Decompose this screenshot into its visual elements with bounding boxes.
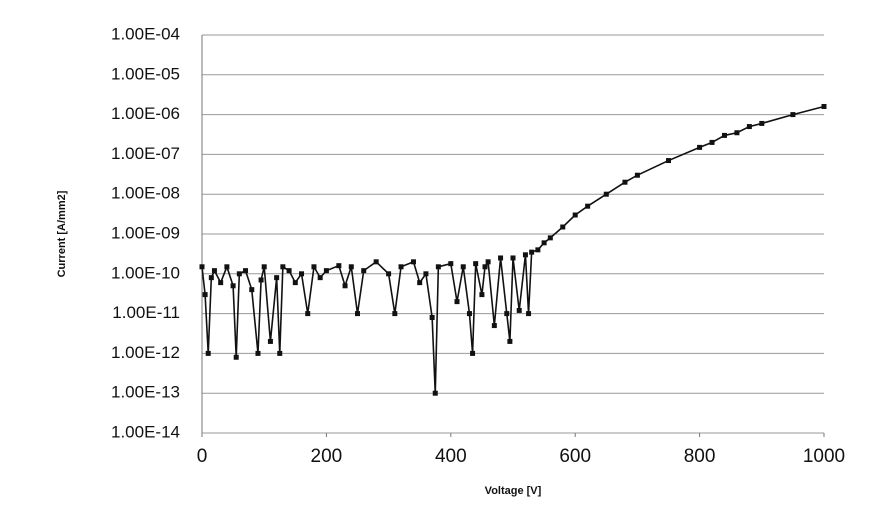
data-point [734,130,740,136]
y-tick-label: 1.00E-10 [111,263,180,282]
data-point [258,277,264,283]
y-tick-label: 1.00E-14 [111,422,180,441]
data-point [230,283,236,289]
data-point [435,264,441,270]
data-point [666,158,671,164]
data-point [224,264,230,270]
x-tick-label: 1000 [803,446,845,467]
x-tick-label: 200 [311,446,343,467]
data-point [299,271,305,277]
x-axis-label: Voltage [V] [485,485,542,497]
data-point [498,255,504,261]
data-point [398,264,404,270]
data-point [522,252,528,258]
data-point [292,280,298,286]
data-point [218,280,224,286]
data-point [267,338,273,344]
data-point [261,264,267,270]
data-point [634,172,640,178]
data-point [746,124,752,130]
data-point [622,179,628,185]
data-point [361,268,367,274]
data-point [572,212,578,218]
data-point [790,112,796,118]
data-point [249,287,255,293]
data-point [280,264,286,270]
data-point [205,350,211,356]
data-point [208,275,214,281]
data-point [721,132,727,138]
data-point [466,311,472,317]
data-point [491,323,497,329]
data-point [507,338,513,344]
data-point [355,311,360,317]
x-tick-label: 400 [435,446,467,467]
data-point [526,311,532,317]
data-point [392,311,398,317]
y-tick-label: 1.00E-06 [111,104,180,123]
data-point [473,261,479,267]
data-point [236,271,242,277]
data-point [417,280,423,286]
data-line [201,105,825,394]
x-tick-label: 800 [684,446,716,467]
data-point [482,264,488,270]
data-point [603,191,609,197]
x-tick-label: 600 [559,446,591,467]
data-point [541,240,547,246]
data-point [510,255,516,261]
data-point [585,203,591,209]
y-tick-label: 1.00E-11 [112,303,180,322]
data-point [277,350,283,356]
y-tick-label: 1.00E-05 [111,64,180,83]
data-point [336,263,342,269]
data-point [423,271,429,277]
data-point [479,292,485,298]
data-point [454,299,460,305]
data-point [211,268,217,274]
data-point [323,268,329,274]
data-point [255,350,261,356]
data-point [529,249,535,255]
data-point [199,264,205,270]
data-point [460,264,466,270]
data-point [821,103,827,109]
data-point [311,264,317,270]
y-tick-label: 1.00E-09 [111,223,180,242]
data-point [485,259,491,265]
data-point [516,307,522,313]
data-point [317,275,323,281]
data-point [243,268,249,274]
data-point [305,311,311,317]
data-point [432,390,438,396]
data-point [470,350,476,356]
data-point [759,120,765,126]
data-point [410,259,416,265]
data-point [386,271,392,277]
data-point [709,139,715,145]
data-point [202,292,208,298]
y-tick-label: 1.00E-12 [111,343,180,362]
y-tick-label: 1.00E-13 [111,383,180,402]
data-point [697,144,703,150]
data-point [233,354,239,360]
data-point [504,311,510,317]
data-point [373,259,379,265]
data-point [547,235,553,241]
y-tick-label: 1.00E-04 [111,24,180,43]
data-point [560,224,566,230]
data-point [286,268,292,274]
data-point [342,283,348,289]
x-tick-label: 0 [197,446,208,467]
data-point [448,261,454,267]
y-tick-label: 1.00E-08 [111,184,180,203]
data-point [274,275,280,281]
data-point [348,264,354,270]
y-tick-label: 1.00E-07 [111,144,180,163]
data-point [429,314,435,320]
y-axis-label: Current [A/mm2] [56,190,68,277]
data-point [535,247,541,253]
